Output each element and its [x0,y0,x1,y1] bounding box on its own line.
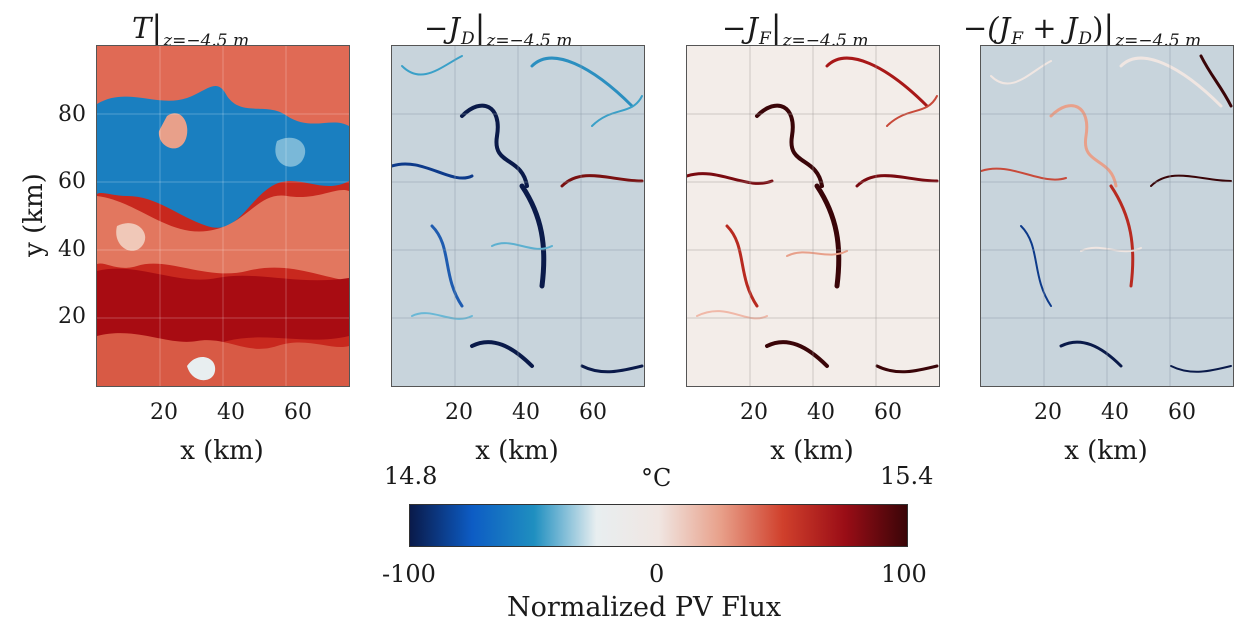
colorbar [409,504,908,547]
panel-title-jf: −JF|z=−4.5 m [722,8,869,51]
x-axis-label: x (km) [180,436,264,466]
temperature-field [97,46,349,386]
pale-eddy [116,223,146,251]
title-var-sub: D [460,29,475,49]
y-axis-label: y (km) [19,173,49,257]
colorbar-flux-mid: 0 [649,560,665,588]
flux-filaments [981,54,1233,373]
colorbar-temp-max: 15.4 [880,462,934,490]
neutral-background [392,46,644,386]
x-tick: 40 [512,400,540,425]
x-axis-label: x (km) [1064,436,1148,466]
dark-warm-band [97,268,349,346]
colorbar-temp-unit: °C [641,464,672,492]
panel-title-jd: −JD|z=−4.5 m [424,8,573,51]
white-filament [187,356,216,381]
title-end: ) [1092,11,1104,45]
x-tick: 60 [284,400,312,425]
flux-filaments [687,56,939,374]
warm-bottom [97,333,349,386]
x-tick: 40 [1101,400,1129,425]
title-symbol: −(J [963,11,1011,45]
neutral-background [981,46,1233,386]
y-tick-40: 40 [58,237,86,262]
panel-title-temperature: T|z=−4.5 m [132,8,250,51]
title-symbol: −J [424,11,460,45]
x-tick: 20 [740,400,768,425]
grid-lines [97,46,349,386]
title-symbol: T [132,11,152,45]
title-var-sub: F [758,29,771,49]
warm-mixing-band [97,189,349,281]
panel-title-jsum: −(JF + JD)|z=−4.5 m [963,8,1202,51]
y-tick-80: 80 [58,102,86,127]
colorbar-flux-max: 100 [881,560,927,588]
jsum-heatmap [980,45,1234,387]
colorbar-flux-min: -100 [382,560,436,588]
x-axis-label: x (km) [770,436,854,466]
grid-lines [981,46,1233,386]
jf-heatmap [686,45,940,387]
colorbar-temp-min: 14.8 [384,462,438,490]
jd-field [392,46,644,386]
x-tick: 60 [874,400,902,425]
grid-lines [392,46,644,386]
temperature-heatmap [96,45,350,387]
grid-lines [687,46,939,386]
cold-eddy-1 [275,137,306,167]
x-tick: 40 [217,400,245,425]
y-tick-60: 60 [58,169,86,194]
jf-field [687,46,939,386]
flux-filaments [392,55,644,374]
neutral-background [687,46,939,386]
title-symbol: −J [722,11,758,45]
jd-heatmap [391,45,645,387]
x-tick: 60 [1168,400,1196,425]
y-tick-20: 20 [58,304,86,329]
title-mid: + J [1023,11,1078,45]
warm-eddy-1 [158,113,188,149]
x-tick: 20 [150,400,178,425]
x-tick: 60 [579,400,607,425]
x-axis-label: x (km) [475,436,559,466]
jsum-field [981,46,1233,386]
title-var-sub-2: D [1078,29,1093,49]
colorbar-label: Normalized PV Flux [507,592,782,623]
x-tick: 40 [807,400,835,425]
x-tick: 20 [445,400,473,425]
cold-tongue [97,85,349,228]
title-var-sub: F [1011,29,1024,49]
x-tick: 20 [1034,400,1062,425]
